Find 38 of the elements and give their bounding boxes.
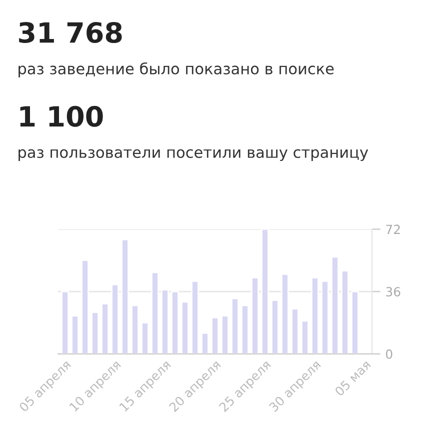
bar xyxy=(201,332,209,354)
chart-title: 31 768 xyxy=(19,22,122,43)
bar xyxy=(331,256,339,354)
bar xyxy=(191,280,199,354)
y-tick-label: 0 xyxy=(386,349,392,359)
bar xyxy=(101,302,109,354)
bar xyxy=(341,270,349,354)
bar xyxy=(171,290,179,354)
bar xyxy=(271,300,279,354)
bar xyxy=(301,320,309,354)
bar xyxy=(321,280,329,354)
bar xyxy=(241,304,249,354)
bar xyxy=(291,308,299,354)
bar xyxy=(351,290,359,354)
bar xyxy=(261,229,269,354)
chart-subtitle: раз заведение было показано в поиске xyxy=(18,62,334,78)
bar xyxy=(251,276,259,354)
y-tick-label: 72 xyxy=(386,224,400,234)
bar xyxy=(71,315,79,354)
bar xyxy=(81,260,89,354)
bar xyxy=(111,284,119,354)
bar xyxy=(121,238,129,354)
bar xyxy=(141,322,149,354)
text: 1 100 xyxy=(20,106,103,127)
bar xyxy=(131,304,139,354)
y-tick-label: 36 xyxy=(386,287,400,296)
bar xyxy=(161,289,169,354)
bar xyxy=(311,276,319,354)
bar xyxy=(151,272,159,354)
bar xyxy=(91,312,99,354)
bar xyxy=(61,290,69,354)
x-tick-label: 05 мая xyxy=(334,360,372,396)
text: раз пользователи посетили вашу страницу xyxy=(18,149,368,161)
bar xyxy=(231,298,239,354)
bar xyxy=(221,315,229,354)
bar xyxy=(281,274,289,354)
bar xyxy=(211,316,219,354)
bar xyxy=(181,301,189,354)
